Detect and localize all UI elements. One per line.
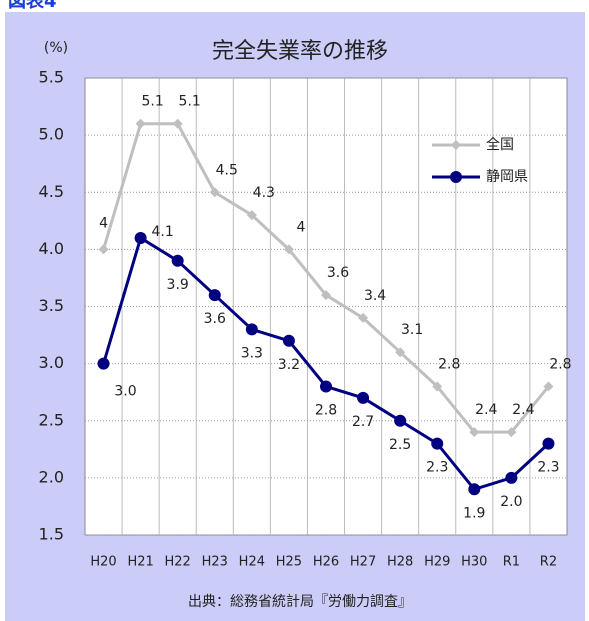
- legend-marker: [451, 140, 461, 150]
- x-tick-label: H22: [165, 555, 191, 570]
- point: [172, 118, 183, 129]
- data-label: 5.1: [141, 94, 163, 110]
- y-tick-label: 5.0: [39, 125, 64, 144]
- y-tick-label: 2.5: [39, 410, 64, 429]
- data-label: 2.8: [438, 356, 460, 372]
- point: [394, 414, 407, 427]
- point: [171, 254, 184, 267]
- point: [320, 380, 332, 393]
- point: [543, 381, 554, 392]
- data-label: 4: [99, 215, 108, 231]
- y-tick-label: 1.5: [39, 525, 64, 544]
- point: [468, 483, 481, 496]
- x-tick-label: H25: [276, 555, 302, 570]
- point: [358, 312, 369, 323]
- data-label: 3.6: [327, 265, 349, 281]
- legend-label: 全国: [486, 136, 514, 153]
- data-label: 2.4: [475, 402, 497, 418]
- point: [432, 381, 443, 392]
- chart-title: 完全失業率の推移: [212, 39, 388, 64]
- data-label: 4: [296, 219, 305, 235]
- point: [542, 437, 555, 450]
- y-unit: (%): [44, 40, 68, 56]
- y-tick-label: 4.0: [39, 239, 64, 258]
- x-tick-label: R2: [540, 555, 557, 570]
- data-label: 2.4: [512, 402, 534, 418]
- data-label: 4.1: [151, 224, 173, 240]
- point: [97, 357, 110, 370]
- point: [246, 210, 257, 221]
- source: 出典：総務省統計局『労働力調査』: [188, 594, 412, 610]
- data-label: 2.3: [426, 460, 448, 476]
- legend-label: 静岡県: [486, 169, 528, 185]
- y-tick-label: 2.0: [39, 467, 64, 486]
- point: [469, 427, 480, 438]
- x-tick-label: H20: [90, 555, 116, 570]
- point: [245, 323, 258, 336]
- y-tick-label: 4.5: [39, 182, 64, 201]
- point: [282, 334, 295, 347]
- point: [395, 347, 406, 358]
- data-label: 2.7: [352, 414, 374, 430]
- x-tick-label: H23: [202, 555, 228, 570]
- x-tick-label: R1: [503, 555, 520, 570]
- x-tick-label: H26: [313, 555, 339, 570]
- point: [357, 391, 370, 404]
- data-label: 1.9: [463, 505, 485, 521]
- data-label: 4.3: [253, 185, 275, 201]
- point: [209, 187, 220, 198]
- data-label: 2.0: [500, 494, 522, 510]
- data-label: 3.6: [204, 311, 226, 327]
- y-tick-label: 3.0: [39, 353, 64, 372]
- figure-label: 図表4: [8, 0, 57, 12]
- data-label: 2.8: [315, 402, 337, 418]
- data-label: 3.9: [167, 277, 189, 293]
- data-label: 4.5: [216, 162, 238, 178]
- data-label: 5.1: [179, 94, 201, 110]
- data-label: 2.3: [537, 460, 559, 476]
- x-tick-label: H27: [350, 555, 376, 570]
- point: [98, 244, 109, 255]
- legend-marker: [450, 171, 462, 183]
- y-tick-label: 5.5: [39, 68, 64, 87]
- data-label: 3.0: [114, 384, 136, 400]
- point: [135, 118, 146, 129]
- x-tick-label: H29: [424, 555, 450, 570]
- x-tick-label: H30: [461, 555, 487, 570]
- point: [208, 289, 221, 302]
- data-label: 3.2: [278, 357, 300, 373]
- y-tick-label: 3.5: [39, 296, 64, 315]
- data-label: 3.1: [401, 322, 423, 338]
- point: [431, 437, 444, 450]
- data-label: 2.5: [389, 437, 411, 453]
- point: [505, 471, 518, 484]
- point: [134, 231, 147, 244]
- point: [283, 244, 294, 255]
- point: [506, 427, 517, 438]
- data-label: 3.3: [241, 345, 263, 361]
- data-label: 3.4: [364, 288, 386, 304]
- data-label: 2.8: [549, 356, 571, 372]
- x-tick-label: H28: [387, 555, 413, 570]
- x-tick-label: H24: [239, 555, 265, 570]
- x-tick-label: H21: [127, 555, 153, 570]
- point: [321, 290, 331, 301]
